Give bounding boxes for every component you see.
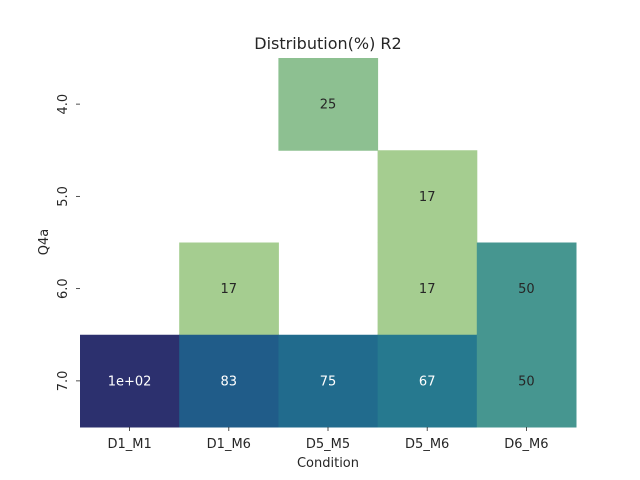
x-axis: D1_M1 D1_M6 D5_M5 D5_M6 D6_M6	[107, 427, 549, 452]
cell-value-label: 17	[221, 282, 238, 297]
heatmap-cell	[80, 334, 180, 428]
x-tick-label: D1_M6	[207, 437, 251, 452]
heatmap-cells: 25 17 17 17 50 1e+02 83 75 67 50	[80, 58, 577, 428]
y-tick-label: 4.0	[56, 94, 71, 115]
heatmap-cell	[278, 58, 379, 151]
cell-value-label: 1e+02	[108, 374, 152, 389]
heatmap-cell	[278, 334, 379, 428]
cell-value-label: 50	[518, 374, 535, 389]
heatmap-cell	[179, 242, 279, 336]
x-tick-label: D6_M6	[504, 437, 548, 452]
heatmap-cell	[377, 242, 478, 336]
cell-value-label: 75	[320, 374, 337, 389]
cell-value-label: 17	[419, 190, 436, 205]
y-tick-label: 6.0	[56, 278, 71, 299]
heatmap-cell	[179, 334, 279, 428]
heatmap-cell	[476, 334, 577, 428]
x-tick-label: D1_M1	[107, 437, 151, 452]
y-tick-label: 7.0	[56, 371, 71, 392]
heatmap-cell	[377, 150, 478, 243]
chart-title: Distribution(%) R2	[254, 34, 401, 53]
cell-value-label: 50	[518, 282, 535, 297]
y-axis-label: Q4a	[37, 229, 52, 255]
y-axis: 4.0 5.0 6.0 7.0	[56, 94, 80, 391]
cell-value-label: 25	[320, 98, 337, 113]
cell-value-label: 83	[221, 374, 238, 389]
cell-value-label: 17	[419, 282, 436, 297]
x-axis-label: Condition	[297, 456, 359, 471]
heatmap-cell	[377, 334, 478, 428]
x-tick-label: D5_M6	[405, 437, 449, 452]
heatmap-cell	[476, 242, 577, 336]
y-tick-label: 5.0	[56, 186, 71, 207]
x-tick-label: D5_M5	[306, 437, 350, 452]
cell-value-label: 67	[419, 374, 436, 389]
